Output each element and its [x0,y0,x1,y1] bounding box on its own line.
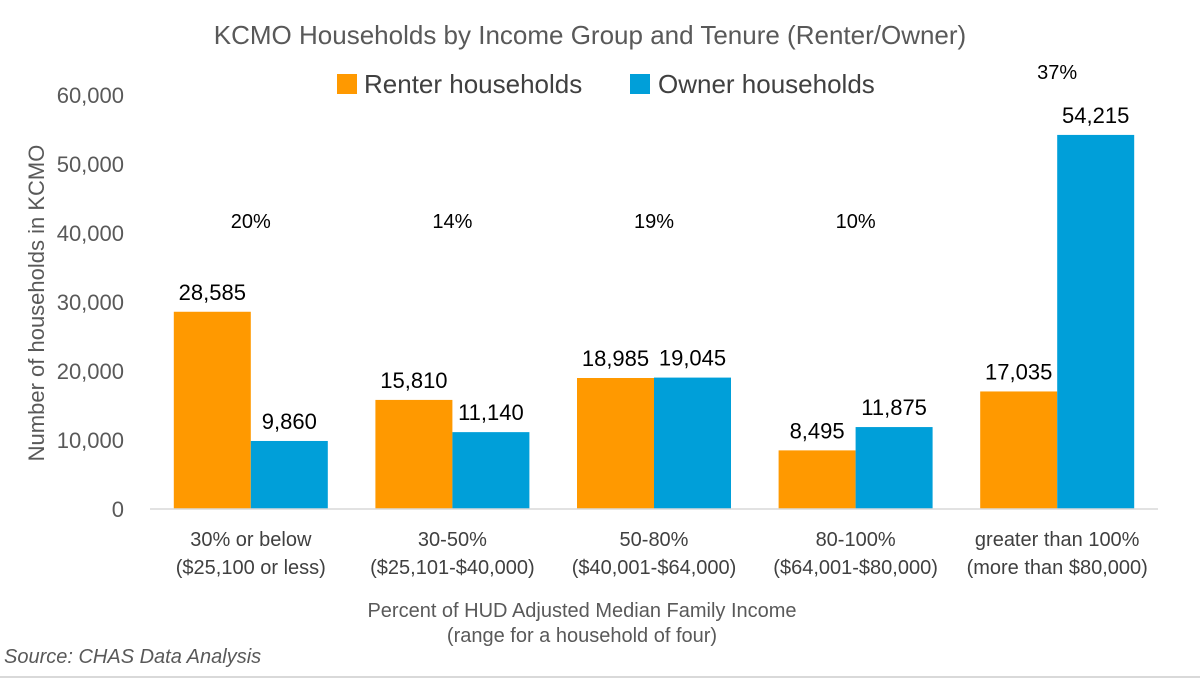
bar-value-label: 54,215 [1062,103,1129,128]
legend-swatch-owner [630,74,650,94]
bar-value-label: 19,045 [659,346,726,371]
legend-label-renter: Renter households [364,69,582,99]
x-category-label: 50-80% [620,529,689,551]
renter-bar [577,378,654,509]
x-category-label: 30-50% [418,529,487,551]
bottom-divider [0,676,1200,678]
renter-bar [375,399,453,509]
percent-annotation: 19% [634,211,674,233]
bars [173,134,1135,509]
y-tick-label: 60,000 [57,83,124,108]
bar-value-label: 28,585 [179,280,246,305]
x-category-label: ($25,100 or less) [176,557,326,579]
owner-bar [855,427,933,509]
x-category-label: 80-100% [816,529,896,551]
y-tick-label: 50,000 [57,152,124,177]
percent-annotation: 37% [1037,62,1077,84]
bar-value-label: 11,140 [458,400,524,425]
bar-value-label: 9,860 [262,409,317,434]
legend-swatch-renter [337,74,357,94]
y-tick-label: 10,000 [57,428,124,453]
owner-bar [654,377,731,509]
bar-value-label: 8,495 [790,418,845,443]
bar-value-label: 11,875 [861,395,927,420]
x-category-label: greater than 100% [975,529,1140,551]
percent-annotation: 10% [836,211,876,233]
bar-value-label: 17,035 [985,359,1052,384]
x-category-label: ($40,001-$64,000) [572,557,737,579]
x-axis-title-line-2: (range for a household of four) [447,625,717,647]
owner-bar [250,440,328,509]
bar-value-label: 18,985 [582,346,649,371]
renter-bar [173,311,251,509]
x-category-label: ($64,001-$80,000) [773,557,938,579]
x-axis-title-line-1: Percent of HUD Adjusted Median Family In… [367,600,796,622]
y-tick-label: 40,000 [57,221,124,246]
legend-label-owner: Owner households [658,69,875,99]
y-tick-label: 20,000 [57,359,124,384]
renter-bar [980,391,1058,509]
bar-value-labels: 28,585 9,860 15,810 11,140 18,985 19,045 8,495… [179,103,1130,443]
percent-annotation: 20% [231,211,271,233]
x-category-label: (more than $80,000) [967,557,1148,579]
renter-bar [778,450,856,509]
y-tick-label: 30,000 [57,290,124,315]
x-category-label: ($25,101-$40,000) [370,557,535,579]
percent-annotations: 20% 14% 19% 10% 37% [231,62,1078,233]
y-axis-title: Number of households in KCMO [24,145,49,462]
owner-bar [1057,134,1135,509]
percent-annotation: 14% [432,211,472,233]
owner-bar [452,432,530,509]
bar-value-label: 15,810 [380,368,447,393]
legend: Renter households Owner households [337,69,875,99]
y-axis-ticks: 0 10,000 20,000 30,000 40,000 50,000 60,000 [57,83,124,522]
source-note: Source: CHAS Data Analysis [4,646,262,668]
x-axis-categories: 30% or below ($25,100 or less) 30-50% ($25,… [176,529,1148,579]
chart-title: KCMO Households by Income Group and Tenu… [214,20,966,50]
x-category-label: 30% or below [190,529,312,551]
y-tick-label: 0 [112,497,124,522]
